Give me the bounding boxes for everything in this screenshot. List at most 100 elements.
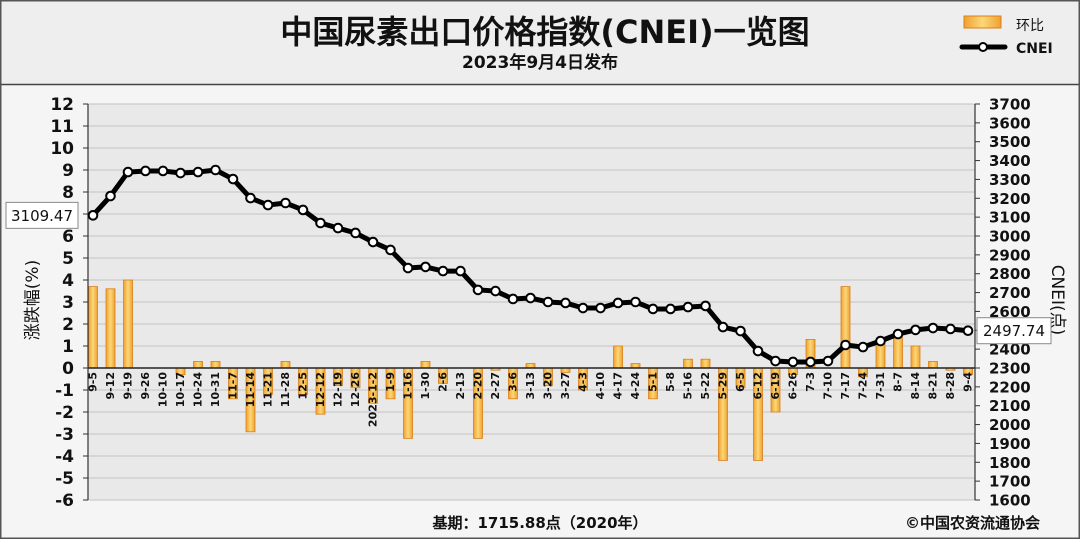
change-bar: [105, 288, 116, 369]
y2-tick-label: 2400: [989, 341, 1031, 359]
base-period-note: 基期：1715.88点（2020年）: [431, 514, 647, 532]
change-bar: [893, 334, 903, 369]
change-bar: [88, 286, 98, 369]
cnei-point: [822, 355, 834, 367]
x-tick-label: 11-7: [227, 372, 240, 400]
x-tick-label: 3-20: [542, 372, 555, 400]
y-tick-label: 12: [50, 95, 74, 115]
x-axis-labels: 9-5 9-12 9-19 9-26 10-10 10-17 10-24 10-31 11-7 1…: [87, 372, 975, 427]
x-tick-label: 8-14: [909, 372, 922, 400]
change-bar: [928, 360, 938, 369]
y2-tick-label: 2700: [989, 284, 1031, 302]
x-tick-label: 6-5: [734, 372, 747, 392]
x-tick-label: 11-28: [279, 372, 292, 407]
y2-tick-label: 3700: [989, 96, 1031, 114]
y2-tick-label: 3000: [989, 228, 1031, 246]
value-annotation: 2497.74: [983, 322, 1045, 340]
x-tick-label: 1-30: [419, 372, 432, 400]
cnei-point: [787, 356, 799, 368]
x-tick-label: 7-17: [839, 372, 852, 400]
chart-title: 中国尿素出口价格指数(CNEI)一览图: [280, 13, 809, 51]
cnei-point: [455, 265, 466, 277]
cnei-point: [210, 164, 221, 176]
y2-tick-label: 3400: [989, 152, 1031, 170]
x-tick-label: 1-9: [384, 372, 397, 392]
y2-tick-label: 3500: [989, 133, 1031, 151]
x-tick-label: 10-10: [157, 372, 170, 408]
cnei-point: [945, 323, 956, 335]
change-bar: [280, 360, 291, 369]
x-tick-label: 6-19: [769, 372, 782, 400]
copyright-note: ©中国农资流通协会: [905, 514, 1040, 532]
y2-tick-label: 2900: [989, 246, 1031, 264]
x-tick-label: 5-29: [717, 372, 730, 400]
right-axis-ticks: 3700360035003400330032003100300029002800…: [975, 96, 1031, 510]
y-tick-label: 2: [62, 315, 74, 335]
x-tick-label: 2-13: [454, 372, 467, 400]
value-annotation-box: [5, 201, 79, 229]
cnei-point: [332, 222, 344, 234]
y2-tick-label: 3300: [989, 171, 1031, 189]
y-tick-label: 3: [62, 293, 74, 313]
cnei-point: [560, 297, 571, 309]
x-tick-label: 10-24: [192, 372, 205, 408]
cnei-point: [122, 166, 134, 178]
x-tick-label: 5-1: [647, 372, 660, 392]
cnei-point: [717, 321, 729, 333]
y-tick-label: 4: [62, 271, 74, 291]
y2-tick-label: 2300: [989, 360, 1031, 378]
cnei-point: [367, 236, 379, 248]
cnei-point: [892, 328, 904, 340]
cnei-point: [542, 296, 554, 308]
change-bar: [683, 358, 693, 369]
x-tick-label: 3-27: [559, 372, 572, 400]
y2-tick-label: 1600: [989, 492, 1031, 510]
x-tick-label: 1-16: [402, 372, 415, 400]
cnei-point: [87, 210, 99, 221]
x-tick-label: 10-17: [174, 372, 187, 407]
cnei-point: [770, 355, 781, 367]
change-bars: [88, 279, 975, 461]
x-tick-label: 9-12: [104, 372, 117, 400]
x-tick-label: 12-19: [332, 372, 345, 407]
y2-tick-label: 3200: [989, 190, 1031, 208]
y-tick-label: 11: [50, 117, 74, 137]
cnei-point: [437, 265, 449, 277]
x-tick-label: 4-17: [612, 372, 625, 400]
x-tick-label: 3-6: [507, 372, 520, 392]
y2-tick-label: 3100: [989, 209, 1031, 227]
y2-tick-label: 3600: [989, 114, 1031, 132]
x-tick-label: 4-10: [594, 372, 607, 400]
cnei-point: [647, 303, 659, 315]
x-tick-label: 2023-1-2: [367, 372, 380, 427]
x-tick-label: 5-22: [699, 372, 712, 400]
cnei-point: [840, 339, 851, 351]
x-tick-label: 2-6: [437, 372, 450, 392]
x-tick-label: 6-26: [787, 372, 800, 400]
change-bar: [210, 360, 221, 369]
cnei-point: [490, 285, 501, 297]
x-tick-label: 9-4: [962, 372, 975, 392]
cnei-point: [962, 325, 974, 337]
y-tick-label: 8: [62, 183, 74, 203]
x-tick-label: 10-31: [209, 372, 222, 407]
header-band: [0, 0, 1080, 84]
cnei-point: [577, 302, 589, 314]
cnei-point: [280, 197, 291, 209]
cnei-point: [157, 165, 169, 177]
x-tick-label: 3-13: [524, 372, 537, 400]
x-tick-label: 9-19: [122, 372, 135, 400]
cnei-point: [385, 244, 396, 256]
chart-subtitle: 2023年9月4日发布: [462, 52, 618, 73]
x-tick-label: 12-5: [297, 372, 310, 400]
cnei-point: [665, 303, 676, 315]
cnei-point: [805, 356, 816, 368]
cnei-point: [752, 345, 764, 357]
x-tick-label: 4-24: [629, 372, 642, 400]
legend: 环比 CNEI: [959, 15, 1053, 57]
x-tick-label: 5-16: [682, 372, 695, 400]
cnei-point: [175, 167, 186, 179]
cnei-point: [700, 300, 711, 312]
x-tick-label: 7-24: [857, 372, 870, 400]
